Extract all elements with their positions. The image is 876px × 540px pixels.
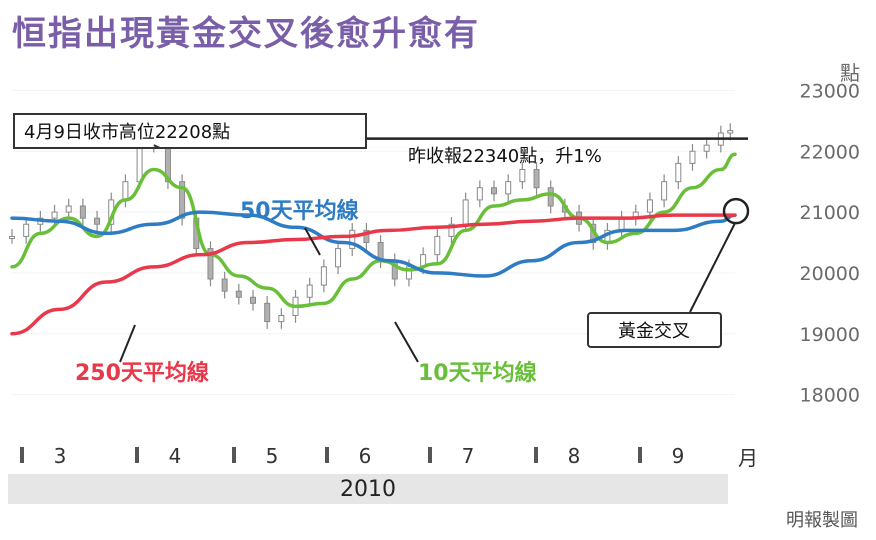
candle-body — [646, 199, 653, 213]
month-label: 8 — [568, 444, 581, 468]
candle-body — [278, 315, 285, 323]
y-tick-label: 23000 — [800, 80, 860, 102]
golden-cross-box — [587, 312, 722, 348]
candle-body — [306, 284, 313, 298]
y-tick-label: 20000 — [800, 263, 860, 285]
candle-body — [51, 211, 58, 219]
month-tick — [325, 447, 329, 463]
year-band — [8, 474, 728, 504]
y-tick-label: 18000 — [800, 385, 860, 407]
candle-body — [94, 217, 101, 225]
month-label: 3 — [54, 444, 67, 468]
candle-body — [618, 217, 625, 231]
month-label: 6 — [359, 444, 372, 468]
candle-body — [264, 302, 271, 323]
candle-body — [675, 162, 682, 183]
y-tick-label: 19000 — [800, 324, 860, 346]
candle-body — [349, 229, 356, 250]
golden-cross-text: 黃金交叉 — [618, 321, 690, 342]
month-tick — [638, 447, 642, 463]
candle-body — [547, 187, 554, 207]
candle-body — [207, 248, 214, 280]
candle-body — [689, 150, 696, 164]
ma250-label: 250天平均線 — [75, 360, 209, 386]
month-label: 4 — [169, 444, 182, 468]
candle-body — [320, 266, 327, 286]
candle-body — [363, 229, 370, 243]
candle-body — [448, 223, 455, 237]
candle-body — [434, 235, 441, 256]
y-unit-label: 點 — [840, 61, 860, 85]
ma10-label: 10天平均線 — [418, 360, 537, 386]
month-unit-label: 月 — [738, 446, 758, 470]
candle-body — [533, 169, 540, 189]
y-tick-label: 22000 — [800, 141, 860, 163]
month-label: 9 — [672, 444, 685, 468]
candle-body — [476, 187, 483, 201]
candle-body — [491, 187, 497, 195]
candle-body — [703, 144, 710, 152]
candle-body — [335, 248, 342, 268]
candle-body — [122, 181, 129, 201]
month-tick — [135, 447, 139, 463]
series-label-leader — [119, 324, 136, 363]
ma50-line — [10, 210, 737, 278]
candle-body — [9, 235, 15, 239]
ma50-label: 50天平均線 — [240, 198, 359, 224]
candle-body — [65, 205, 72, 213]
candle-body — [79, 205, 86, 219]
candle-body — [221, 278, 228, 292]
month-tick — [428, 447, 432, 463]
candle-body — [661, 181, 668, 201]
golden-cross-circle — [722, 197, 750, 225]
month-tick — [20, 447, 24, 463]
candle-body — [462, 199, 469, 225]
series-label-leader — [304, 227, 321, 256]
candle-body — [727, 130, 734, 134]
ma250-line — [10, 213, 737, 336]
peak-annotation-box — [13, 113, 367, 149]
month-label: 5 — [266, 444, 279, 468]
candle-body — [250, 296, 256, 304]
candle-body — [405, 266, 412, 280]
close-annotation-text: 昨收報22340點，升1% — [408, 146, 602, 167]
candle-body — [519, 169, 526, 183]
y-tick-label: 21000 — [800, 202, 860, 224]
month-tick — [232, 447, 236, 463]
credit-label: 明報製圖 — [786, 510, 858, 531]
year-label: 2010 — [340, 477, 396, 502]
candle-body — [23, 223, 30, 237]
candle-body — [505, 181, 512, 195]
golden-cross-leader — [689, 222, 736, 313]
candle-body — [136, 144, 143, 183]
month-tick — [534, 447, 538, 463]
peak-annotation-leader — [153, 144, 161, 149]
candle-body — [179, 181, 186, 219]
ma10-line — [10, 152, 737, 309]
candle-body — [235, 290, 242, 298]
chart-title: 恒指出現黃金交叉後愈升愈有 — [12, 14, 480, 54]
series-label-leader — [394, 321, 419, 363]
month-label: 7 — [462, 444, 475, 468]
peak-annotation-text: 4月9日收市高位22208點 — [24, 122, 230, 143]
